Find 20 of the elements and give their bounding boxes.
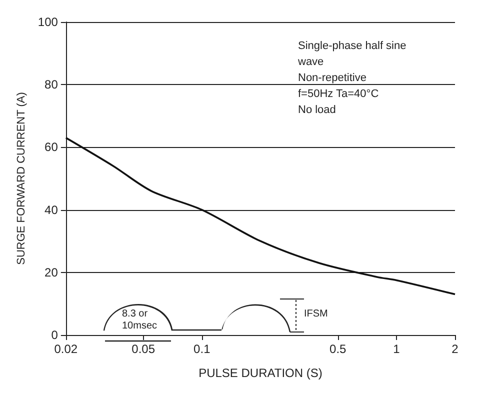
- x-tick-label: 2: [452, 342, 459, 356]
- annotation: 8.3 or 10msec: [122, 308, 158, 332]
- annotation: IFSM: [304, 308, 328, 320]
- x-tick-label: 0.02: [54, 342, 78, 356]
- annotation: No load: [298, 104, 336, 116]
- annotation: f=50Hz Ta=40°C: [298, 88, 379, 100]
- x-tick-label: 1: [393, 342, 400, 356]
- y-tick-label: 100: [38, 15, 58, 29]
- annotation: Non-repetitive: [298, 72, 366, 84]
- y-tick-label: 20: [44, 265, 58, 280]
- annotation: Single-phase half sine wave: [297, 40, 406, 68]
- y-tick-label: 40: [44, 202, 58, 217]
- x-tick-label: 0.5: [330, 342, 347, 356]
- y-tick-label: 0: [51, 328, 58, 342]
- y-axis-title: SURGE FORWARD CURRENT (A): [16, 92, 28, 265]
- y-tick-label: 80: [44, 78, 58, 92]
- y-tick-label: 60: [44, 140, 58, 154]
- x-tick-label: 0.1: [194, 342, 211, 356]
- x-tick-label: 0.05: [132, 342, 156, 356]
- x-axis-title: PULSE DURATION (S): [198, 366, 322, 380]
